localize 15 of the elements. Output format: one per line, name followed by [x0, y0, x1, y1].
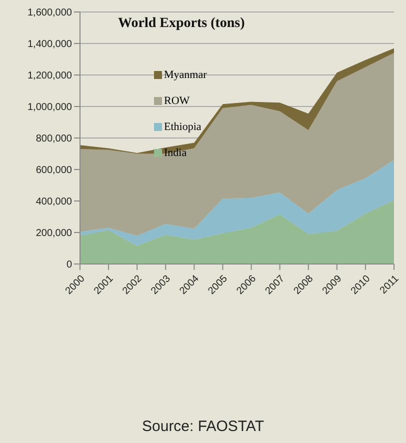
y-tick-label: 1,000,000	[28, 102, 72, 114]
legend-label: ROW	[164, 95, 190, 107]
y-tick-label: 1,200,000	[28, 70, 72, 82]
legend-label: Ethiopia	[164, 121, 202, 133]
source-note: Source: FAOSTAT	[141, 418, 265, 435]
legend-label: Myanmar	[164, 69, 207, 81]
y-tick-label: 800,000	[36, 134, 72, 145]
y-tick-label: 200,000	[36, 228, 72, 240]
chart-title: World Exports (tons)	[118, 16, 245, 32]
y-tick-label: 0	[66, 260, 72, 271]
y-tick-label: 400,000	[36, 196, 72, 208]
y-tick-label: 1,400,000	[28, 39, 72, 50]
y-tick-label: 1,600,000	[28, 8, 72, 19]
y-tick-label: 600,000	[36, 165, 72, 176]
legend-label: India	[164, 147, 187, 159]
